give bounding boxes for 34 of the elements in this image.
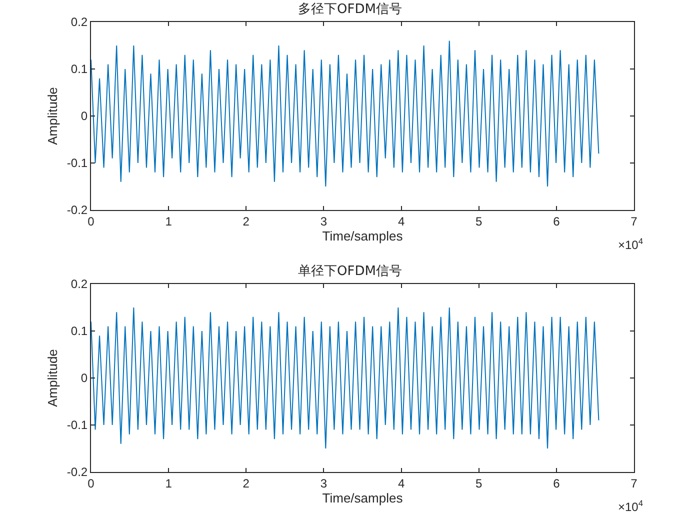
y-tick-label: 0: [80, 109, 88, 124]
y-tick-label: -0.1: [66, 156, 88, 170]
x-tick-label: 5: [476, 214, 483, 228]
x-tick-label: 4: [398, 214, 405, 228]
x-tick-label: 1: [165, 214, 172, 228]
x-tick-label: 6: [553, 476, 560, 490]
chart-title: 单径下OFDM信号: [298, 264, 402, 280]
x-tick-label: 2: [242, 476, 250, 490]
x-tick-label: 1: [165, 476, 172, 490]
line-series: [91, 307, 600, 449]
y-tick-label: -0.2: [66, 465, 88, 480]
y-tick-label: 0.2: [70, 277, 88, 292]
x-tick-label: 7: [630, 214, 638, 228]
x-tick-label: 4: [398, 476, 405, 490]
y-tick-label: 0.2: [70, 15, 88, 30]
y-tick-label: -0.2: [66, 203, 88, 218]
text: ×10$^{4}$: [618, 498, 644, 514]
y-tick-label: 0: [80, 371, 88, 386]
y-axis-title: Amplitude: [44, 87, 60, 145]
x-tick-label: 3: [320, 476, 328, 490]
x-tick-label: 6: [553, 214, 560, 228]
x-tick-label: 2: [242, 214, 250, 228]
text: ×10$^{4}$: [618, 236, 644, 252]
y-tick-label: 0.1: [70, 324, 88, 338]
chart-title: 多径下OFDM信号: [298, 2, 402, 18]
y-axis-title: Amplitude: [44, 349, 60, 407]
y-tick-label: 0.1: [70, 62, 88, 76]
line-series: [91, 40, 600, 187]
x-axis-title: Time/samples: [322, 228, 404, 244]
x-axis-title: Time/samples: [322, 490, 404, 506]
x-tick-label: 7: [630, 476, 638, 490]
y-tick-label: -0.1: [66, 418, 88, 432]
x-tick-label: 5: [476, 476, 483, 490]
x-tick-label: 3: [320, 214, 328, 228]
